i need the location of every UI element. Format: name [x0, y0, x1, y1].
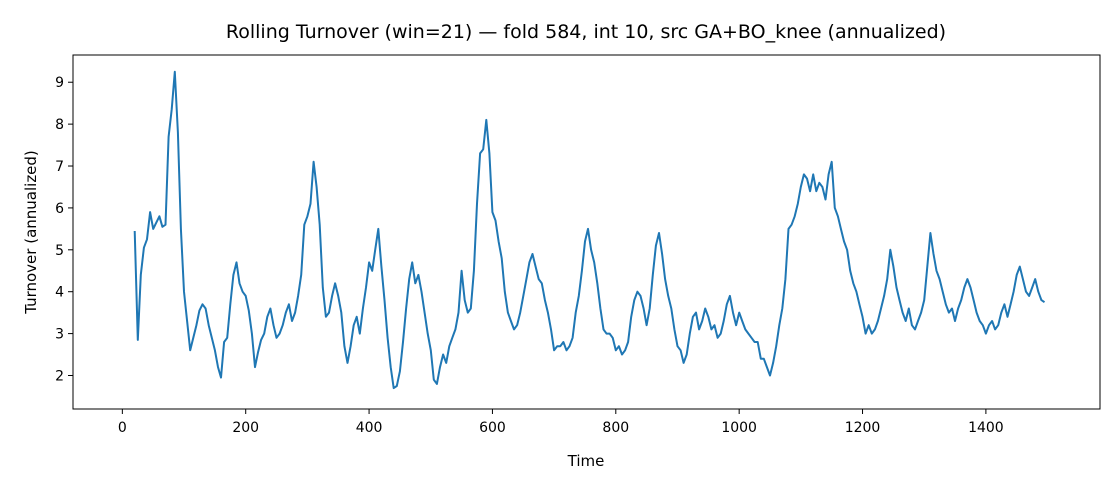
x-tick-label: 800	[602, 420, 629, 436]
y-tick-label: 7	[55, 159, 64, 175]
plot-area	[133, 70, 1046, 390]
series-line-0	[133, 70, 1046, 390]
chart-title: Rolling Turnover (win=21) — fold 584, in…	[226, 21, 946, 43]
y-tick-label: 5	[55, 243, 64, 259]
y-tick-label: 2	[55, 368, 64, 384]
x-tick-label: 600	[479, 420, 506, 436]
y-tick-label: 3	[55, 327, 64, 343]
y-tick-label: 4	[55, 285, 64, 301]
plot-frame	[72, 54, 1101, 410]
y-tick-label: 9	[55, 75, 64, 91]
x-tick-label: 1000	[721, 420, 757, 436]
x-tick-label: 1200	[845, 420, 881, 436]
x-tick-label: 200	[232, 420, 259, 436]
x-axis-label: Time	[567, 452, 605, 470]
y-axis-label: Turnover (annualized)	[22, 150, 40, 315]
x-tick-label: 400	[356, 420, 383, 436]
y-tick-label: 6	[55, 201, 64, 217]
y-tick-label: 8	[55, 117, 64, 133]
axis-ticks: 0 200 400 600 800 1000 1200 1400 2 3 4 5 6 7 8 9	[55, 75, 1004, 436]
x-tick-label: 1400	[968, 420, 1004, 436]
x-tick-label: 0	[118, 420, 127, 436]
